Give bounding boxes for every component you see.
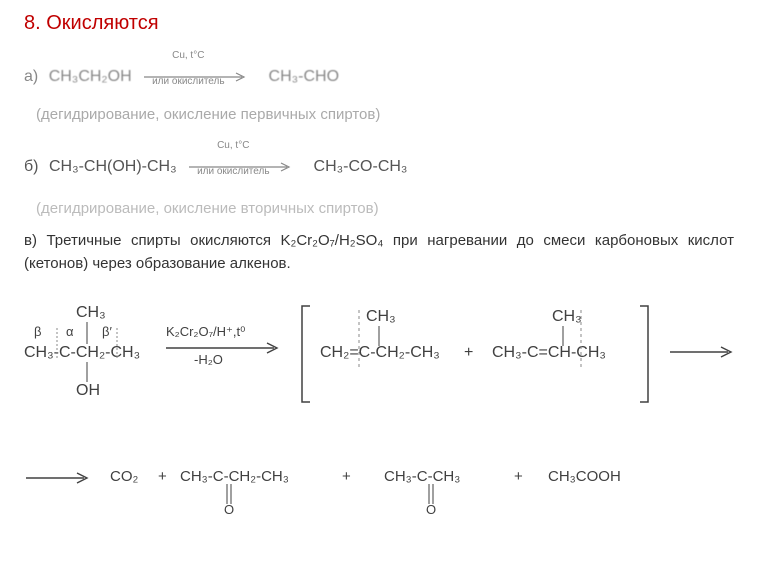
- cond-a-top: Cu, t°C: [172, 50, 204, 61]
- section-title: 8. Окисляются: [24, 12, 159, 35]
- scheme-1: CH₃ β α β′ CH₃-C-CH₂-CH₃ OH K₂Cr₂O₇/H⁺,t…: [24, 304, 744, 424]
- reaction-b: б) CH₃-CH(OH)-CH₃ Cu, t°C или окислитель…: [24, 158, 744, 176]
- paragraph-v: в) Третичные спирты окисляются K₂Cr₂O₇/H…: [24, 230, 734, 275]
- plus-b: +: [342, 468, 351, 485]
- i1-dash: [354, 310, 364, 380]
- product-b: CH₃-CO-CH₃: [314, 158, 408, 175]
- cond-a-bot: или окислитель: [152, 76, 224, 87]
- co2: CO₂: [110, 468, 138, 485]
- plus-1: +: [464, 344, 473, 362]
- acid: CH₃COOH: [548, 468, 621, 485]
- r-bonds: [24, 304, 164, 404]
- i2-dash: [576, 310, 586, 380]
- note-a: (дегидрирование, окисление первичных спи…: [36, 106, 380, 123]
- cond-b-top: Cu, t°C: [217, 140, 249, 151]
- i2-bond: [548, 318, 578, 368]
- arr1-bot: -H₂O: [194, 352, 223, 367]
- reaction-a: а) CH₃CH₂OH Cu, t°C или окислитель CH₃-C…: [24, 68, 744, 86]
- reactant-b: CH₃-CH(OH)-CH₃: [49, 158, 177, 175]
- k1-o: O: [224, 502, 234, 517]
- k2-o: O: [426, 502, 436, 517]
- label-b: б): [24, 158, 39, 175]
- bracket-close: [638, 304, 652, 404]
- plus-c: +: [514, 468, 523, 485]
- product-a: CH₃-CHO: [269, 68, 340, 85]
- reactant-a: CH₃CH₂OH: [49, 68, 132, 85]
- arrow-in-2: [24, 470, 94, 486]
- i1-bond: [364, 318, 394, 368]
- arr1-top: K₂Cr₂O₇/H⁺,t⁰: [166, 324, 245, 340]
- bracket-open: [298, 304, 312, 404]
- plus-a: +: [158, 468, 167, 485]
- label-a: а): [24, 68, 38, 85]
- arrow-1: [164, 340, 284, 356]
- note-b: (дегидрирование, окисление вторичных спи…: [36, 200, 379, 217]
- scheme-2: CO₂ + CH₃-C-CH₂-CH₃ O + CH₃-C-CH₃ O + CH…: [24, 456, 744, 546]
- arrow-out-1: [668, 344, 738, 360]
- cond-b-bot: или окислитель: [197, 166, 269, 177]
